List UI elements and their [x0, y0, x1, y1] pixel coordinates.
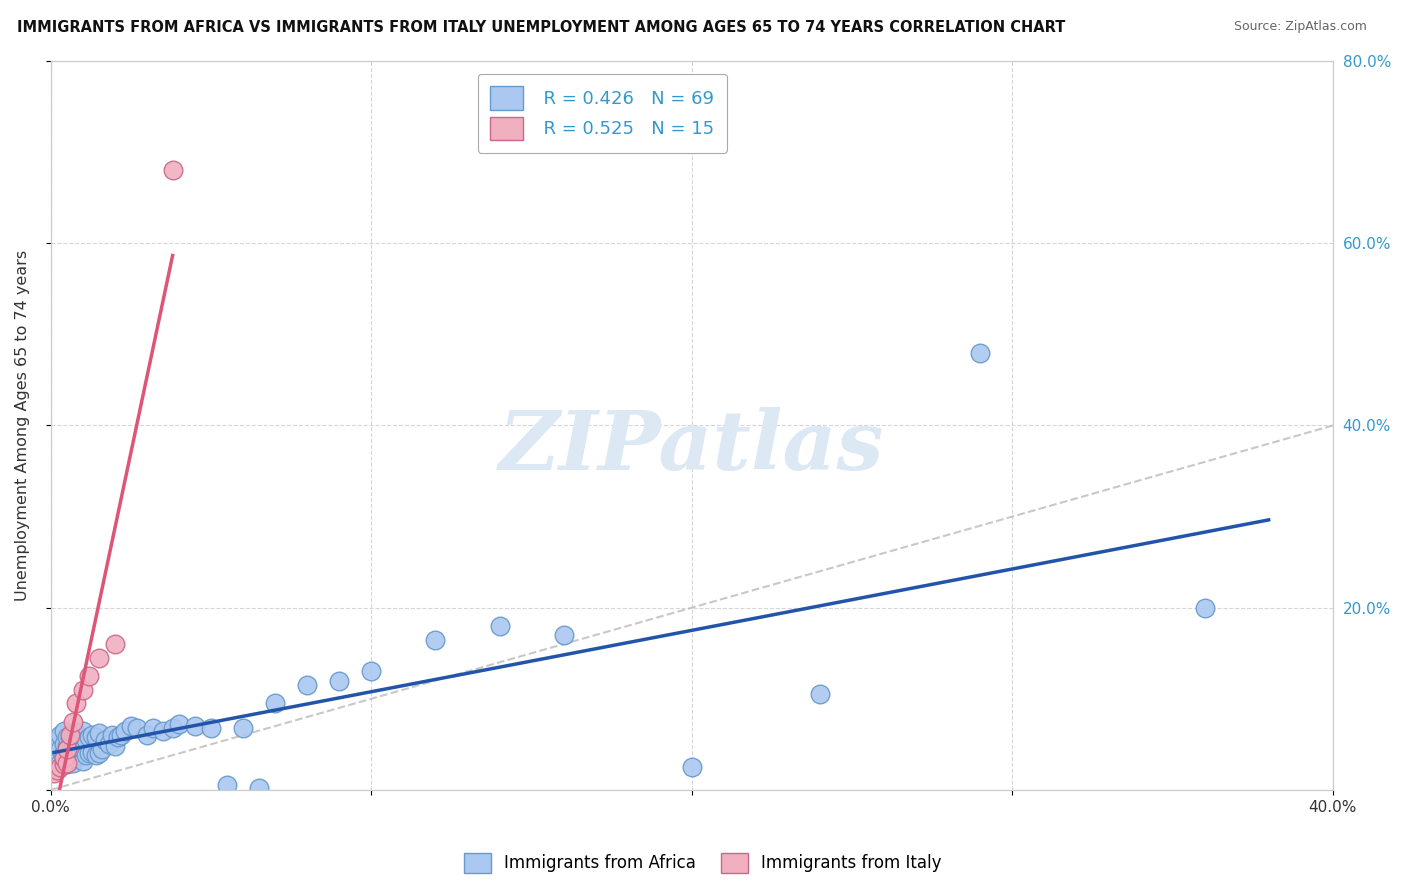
Point [59, 745, 82, 759]
Text: ZIPatlas: ZIPatlas [499, 408, 884, 487]
Point [49, 728, 72, 742]
Point [65, 696, 87, 710]
Point [681, 760, 703, 774]
Point [1194, 600, 1216, 615]
Point [75, 748, 97, 763]
Point [65, 726, 87, 740]
Point [56, 739, 79, 753]
Point [87, 650, 110, 665]
Point [247, 780, 270, 795]
Point [49, 760, 72, 774]
Point [104, 637, 127, 651]
Legend:   R = 0.426   N = 69,   R = 0.525   N = 15: R = 0.426 N = 69, R = 0.525 N = 15 [478, 74, 727, 153]
Y-axis label: Unemployment Among Ages 65 to 74 years: Unemployment Among Ages 65 to 74 years [15, 250, 30, 601]
Point [200, 721, 222, 735]
Point [46, 751, 69, 765]
Point [87, 747, 110, 761]
Point [107, 730, 129, 744]
Point [488, 619, 510, 633]
Point [56, 748, 79, 763]
Point [52, 723, 75, 738]
Point [136, 728, 159, 742]
Point [59, 728, 82, 742]
Point [808, 687, 831, 701]
Point [79, 669, 101, 683]
Point [94, 732, 117, 747]
Point [62, 714, 84, 729]
Point [69, 748, 91, 763]
Point [72, 723, 94, 738]
Point [72, 754, 94, 768]
Point [72, 682, 94, 697]
Point [65, 739, 87, 753]
Point [46, 763, 69, 777]
Point [69, 732, 91, 747]
Point [56, 756, 79, 770]
Point [162, 721, 184, 735]
Point [42, 747, 65, 761]
Point [79, 730, 101, 744]
Point [82, 745, 104, 759]
Point [56, 742, 79, 756]
Point [84, 748, 107, 763]
Point [104, 739, 127, 753]
Point [49, 742, 72, 756]
Point [297, 678, 319, 692]
Point [52, 757, 75, 772]
Point [360, 665, 382, 679]
Point [56, 730, 79, 744]
Point [553, 628, 575, 642]
Point [59, 730, 82, 744]
Point [142, 721, 165, 735]
Point [52, 756, 75, 770]
Point [82, 728, 104, 742]
Point [162, 163, 184, 178]
Point [75, 732, 97, 747]
Point [328, 673, 350, 688]
Point [264, 696, 287, 710]
Point [72, 742, 94, 756]
Point [232, 721, 254, 735]
Point [62, 728, 84, 742]
Point [120, 719, 142, 733]
Point [42, 766, 65, 780]
Point [52, 747, 75, 761]
Point [425, 632, 447, 647]
Point [65, 751, 87, 765]
Point [152, 723, 174, 738]
Point [79, 747, 101, 761]
Point [969, 345, 991, 359]
Point [87, 726, 110, 740]
Point [56, 757, 79, 772]
Point [100, 728, 122, 742]
Point [127, 721, 149, 735]
Legend: Immigrants from Africa, Immigrants from Italy: Immigrants from Africa, Immigrants from … [457, 847, 949, 880]
Point [62, 756, 84, 770]
Point [217, 778, 239, 792]
Point [91, 742, 114, 756]
Point [114, 723, 136, 738]
Point [52, 751, 75, 765]
Point [49, 756, 72, 770]
Point [97, 737, 120, 751]
Point [62, 742, 84, 756]
Text: IMMIGRANTS FROM AFRICA VS IMMIGRANTS FROM ITALY UNEMPLOYMENT AMONG AGES 65 TO 74: IMMIGRANTS FROM AFRICA VS IMMIGRANTS FRO… [17, 20, 1066, 35]
Point [84, 730, 107, 744]
Point [59, 754, 82, 768]
Point [46, 732, 69, 747]
Point [52, 737, 75, 751]
Point [110, 728, 132, 742]
Text: Source: ZipAtlas.com: Source: ZipAtlas.com [1233, 20, 1367, 33]
Point [167, 717, 190, 731]
Point [184, 719, 207, 733]
